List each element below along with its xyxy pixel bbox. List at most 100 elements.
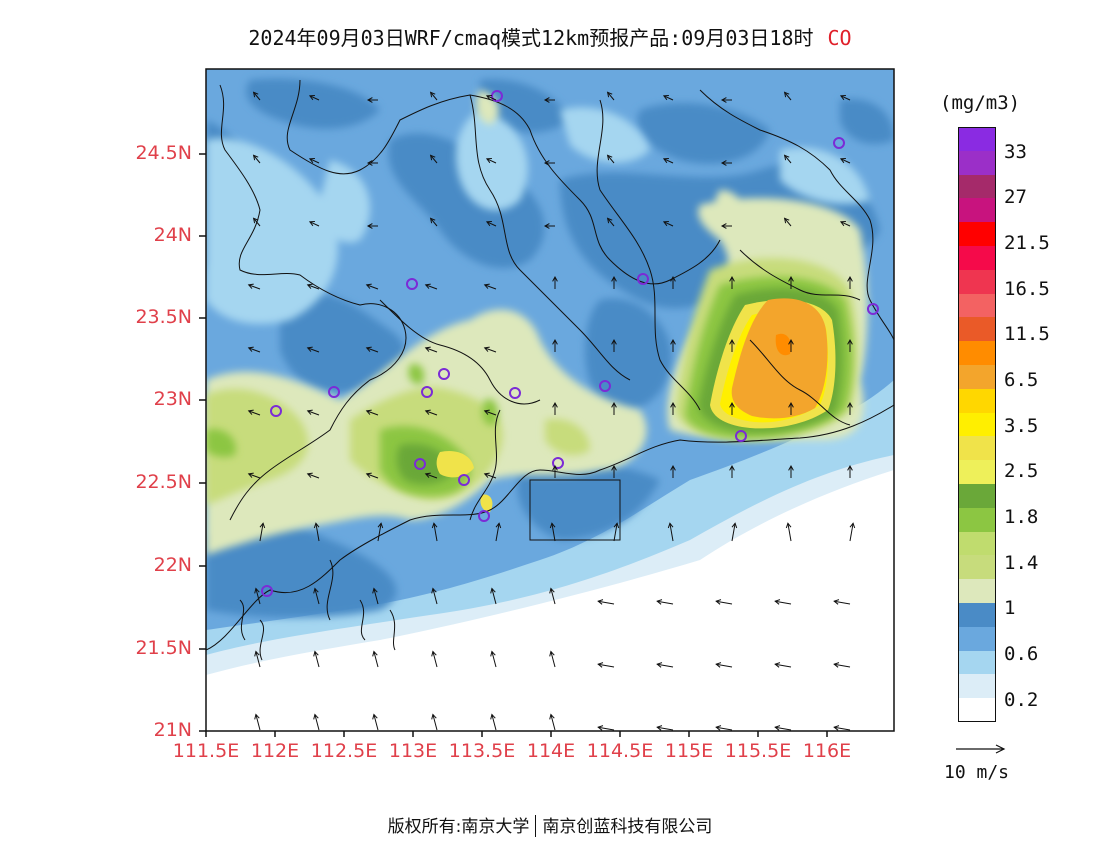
wind-arrow — [663, 95, 674, 101]
wind-arrow — [834, 726, 851, 731]
lon-label: 114.5E — [586, 740, 654, 762]
wind-arrow-head — [543, 223, 550, 229]
colorbar-segment — [958, 460, 996, 485]
lon-label: 112E — [250, 740, 300, 762]
wind-arrow-head — [715, 662, 722, 668]
wind-arrow-head — [308, 158, 315, 164]
wind-arrow-head — [720, 97, 727, 103]
colorbar-label: 0.2 — [1004, 689, 1039, 711]
wind-arrow — [255, 588, 261, 605]
wind-arrow — [787, 523, 792, 542]
wind-arrow — [432, 714, 438, 731]
wind-arrow — [373, 714, 379, 731]
footer-divider — [535, 815, 537, 837]
wind-arrow-head — [424, 409, 431, 415]
wind-arrow — [657, 726, 674, 731]
wind-arrow-head — [833, 725, 840, 731]
map-title: 2024年09月03日WRF/cmaq模式12km预报产品:09月03日18时 C… — [0, 22, 1100, 51]
wind-arrow-head — [656, 599, 663, 605]
wind-arrow-head — [833, 599, 840, 605]
wind-arrow-head — [662, 158, 669, 164]
colorbar-segment — [958, 507, 996, 533]
wind-arrow-head — [847, 464, 853, 471]
wind-arrow — [731, 523, 736, 542]
wind-arrow — [484, 284, 497, 290]
colorbar-segment — [958, 388, 996, 414]
wind-arrow — [430, 154, 438, 164]
wind-arrow-head — [788, 275, 794, 282]
wind-arrow — [373, 588, 379, 605]
wind-arrow-head — [785, 522, 792, 529]
wind-arrow-head — [366, 97, 373, 103]
colorbar-segment — [958, 341, 996, 366]
species-label: CO — [827, 26, 852, 50]
boundary-lines — [206, 79, 894, 661]
wind-arrow — [432, 651, 438, 668]
wind-arrow-head — [485, 221, 492, 227]
wind-arrow-head — [667, 522, 674, 529]
wind-arrow — [259, 523, 264, 542]
wind-arrow-head — [306, 472, 313, 478]
colorbar-segment — [958, 626, 996, 652]
colorbar-frame — [958, 127, 996, 722]
wind-arrow — [430, 217, 438, 227]
colorbar-label: 1.4 — [1004, 552, 1039, 574]
colorbar-segment — [958, 698, 996, 723]
colorbar-segment — [958, 317, 996, 342]
wind-arrow-head — [365, 283, 372, 289]
colorbar-segment — [958, 198, 996, 223]
wind-arrow — [309, 158, 320, 164]
wind-arrow-head — [606, 91, 613, 98]
wind-arrow — [669, 523, 674, 542]
wind-arrow — [491, 588, 497, 605]
lat-label: 24.5N — [135, 142, 192, 164]
wind-arrow — [550, 588, 556, 605]
wind-arrow-head — [259, 522, 266, 529]
colorbar-segment — [958, 412, 996, 437]
wind-arrow-head — [306, 409, 313, 415]
colorbar-label: 16.5 — [1004, 278, 1050, 300]
wind-arrow-head — [308, 221, 315, 227]
wind-arrow — [307, 410, 320, 416]
wind-arrow-head — [252, 217, 259, 224]
wind-arrow-head — [365, 409, 372, 415]
wind-arrow — [253, 217, 261, 227]
wind-arrow — [366, 347, 379, 353]
wind-arrow-head — [774, 599, 781, 605]
wind-arrow-head — [431, 587, 437, 594]
wind-arrow-head — [783, 154, 790, 161]
wind-arrow — [716, 726, 733, 731]
colorbar-label: 33 — [1004, 141, 1027, 163]
wind-arrow-head — [252, 154, 259, 161]
wind-arrow-head — [597, 662, 604, 668]
wind-arrow — [430, 91, 438, 101]
wind-arrow — [495, 523, 500, 542]
wind-arrow — [314, 651, 320, 668]
wind-arrow — [657, 600, 674, 605]
lon-label: 113E — [388, 740, 438, 762]
wind-arrow — [255, 714, 261, 731]
wind-arrow-head — [366, 160, 373, 166]
wind-arrow — [373, 651, 379, 668]
colorbar-segment — [958, 222, 996, 247]
wind-arrow-head — [729, 401, 735, 408]
wind-arrow-head — [313, 522, 320, 529]
wind-arrow — [663, 221, 674, 227]
lat-label: 23.5N — [135, 306, 192, 328]
colorbar-label: 21.5 — [1004, 232, 1050, 254]
wind-arrow-head — [429, 154, 436, 161]
wind-arrow — [598, 663, 615, 668]
wind-arrow — [716, 600, 733, 605]
colorbar-segment — [958, 246, 996, 271]
wind-arrow — [425, 410, 438, 416]
wind-arrow-head — [656, 725, 663, 731]
wind-arrow — [486, 221, 497, 227]
lat-label: 21.5N — [135, 637, 192, 659]
colorbar-label: 27 — [1004, 186, 1027, 208]
wind-arrow — [491, 714, 497, 731]
wind-arrow-head — [731, 522, 738, 529]
wind-arrow-head — [313, 713, 319, 720]
wind-arrow — [248, 284, 261, 290]
wind-arrow-head — [847, 275, 853, 282]
wind-arrow-head — [670, 338, 676, 345]
